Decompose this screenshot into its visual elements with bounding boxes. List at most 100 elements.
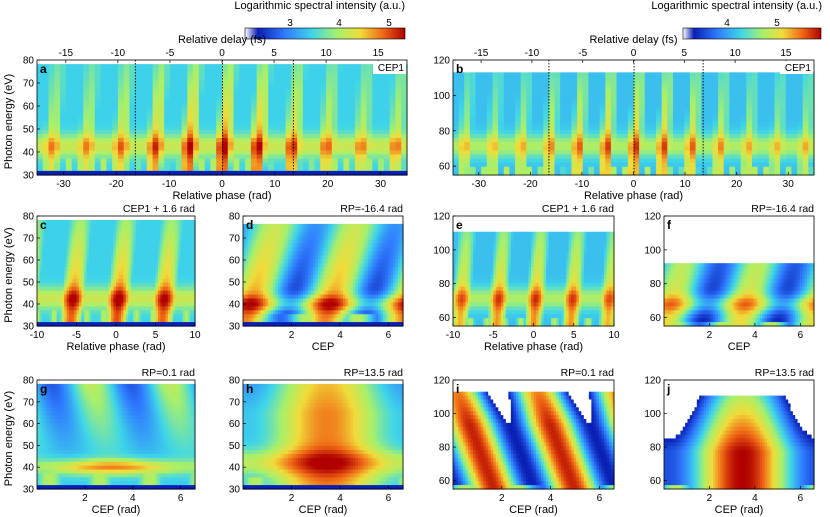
heatmap-cell	[453, 92, 460, 98]
heatmap-cell	[146, 166, 154, 172]
heatmap-cell	[531, 154, 539, 160]
heatmap-cell	[222, 138, 229, 143]
heatmap-cell	[145, 251, 149, 256]
heatmap-cell	[389, 121, 397, 127]
heatmap-cell	[297, 142, 304, 147]
heatmap-cell	[279, 109, 287, 114]
heatmap-cell	[37, 68, 44, 73]
heatmap-cell	[143, 302, 147, 307]
heatmap-cell	[111, 274, 115, 280]
heatmap-cell	[106, 142, 113, 147]
heatmap-cell	[54, 88, 61, 94]
heatmap-cell	[245, 162, 252, 168]
heatmap-cell	[268, 105, 275, 110]
heatmap-cell	[509, 84, 516, 90]
heatmap-cell	[520, 96, 527, 102]
heatmap-cell	[701, 88, 708, 94]
heatmap-cell	[222, 113, 229, 119]
heatmap-cell	[701, 60, 708, 65]
heatmap-cell	[88, 235, 92, 241]
heatmap-cell	[164, 166, 171, 172]
heatmap-cell	[94, 96, 102, 102]
heatmap-cell	[808, 121, 815, 127]
heatmap-cell	[44, 223, 48, 229]
heatmap-cell	[469, 113, 477, 119]
heatmap-cell	[486, 170, 494, 176]
heatmap-cell	[610, 154, 618, 160]
heatmap-cell	[135, 318, 139, 323]
heatmap-cell	[181, 166, 188, 172]
heatmap-cell	[515, 105, 522, 110]
heatmap-cell	[135, 138, 142, 143]
heatmap-cell	[695, 84, 702, 90]
heatmap-cell	[66, 255, 70, 260]
heatmap-cell	[37, 60, 44, 65]
heatmap-cell	[785, 166, 793, 172]
heatmap-cell	[56, 314, 60, 319]
heatmap-cell	[712, 150, 719, 156]
heatmap-cell	[91, 243, 95, 249]
heatmap-cell	[616, 170, 623, 176]
heatmap-cell	[627, 96, 635, 102]
heatmap-cell	[143, 318, 147, 323]
heatmap-cell	[627, 162, 635, 168]
heatmap-cell	[486, 125, 494, 131]
heatmap-cell	[193, 92, 200, 98]
heatmap-cell	[128, 298, 132, 304]
heatmap-cell	[106, 310, 110, 315]
heatmap-cell	[49, 314, 53, 319]
heatmap-cell	[285, 158, 292, 164]
heatmap-cell	[723, 64, 730, 69]
heatmap-cell	[239, 166, 246, 172]
heatmap-cell	[148, 286, 152, 292]
heatmap-cell	[113, 259, 117, 264]
heatmap-cell	[48, 72, 55, 78]
heatmap-cell	[123, 150, 131, 156]
heatmap-cell	[537, 76, 544, 82]
heatmap-cell	[337, 68, 345, 73]
heatmap-cell	[274, 105, 281, 110]
heatmap-cell	[372, 121, 379, 127]
heatmap-cell	[780, 121, 787, 127]
heatmap-cell	[395, 109, 402, 114]
heatmap-cell	[46, 251, 50, 256]
heatmap-cell	[120, 298, 125, 304]
heatmap-cell	[106, 247, 110, 252]
heatmap-cell	[599, 64, 606, 69]
heatmap-cell	[37, 105, 44, 110]
heatmap-cell	[543, 158, 550, 164]
heatmap-cell	[262, 60, 269, 65]
heatmap-cell	[498, 68, 505, 73]
heatmap-cell	[86, 310, 90, 315]
heatmap-cell	[81, 278, 85, 284]
heatmap-cell	[60, 92, 67, 98]
heatmap-cell	[701, 138, 708, 143]
heatmap-cell	[537, 166, 544, 172]
heatmap-cell	[571, 121, 578, 127]
heatmap-cell	[633, 84, 640, 90]
heatmap-cell	[66, 282, 70, 288]
heatmap-cell	[343, 92, 350, 98]
heatmap-cell	[164, 170, 171, 176]
heatmap-cell	[616, 64, 623, 69]
heatmap-cell	[588, 76, 595, 82]
heatmap-cell	[54, 314, 58, 319]
heatmap-cell	[565, 142, 573, 147]
heatmap-cell	[763, 80, 770, 86]
heatmap-cell	[120, 231, 125, 237]
heatmap-cell	[198, 170, 206, 176]
heatmap-cell	[639, 109, 646, 114]
heatmap-cell	[37, 80, 44, 86]
heatmap-cell	[74, 310, 78, 315]
heatmap-cell	[644, 84, 652, 90]
heatmap-cell	[41, 216, 46, 221]
heatmap-cell	[83, 306, 87, 311]
heatmap-cell	[802, 158, 809, 164]
heatmap-cell	[103, 227, 107, 233]
heatmap-cell	[354, 68, 362, 73]
heatmap-cell	[395, 88, 402, 94]
heatmap-cell	[740, 64, 747, 69]
heatmap-cell	[291, 80, 298, 86]
heatmap-cell	[285, 101, 292, 106]
heatmap-cell	[59, 271, 63, 276]
